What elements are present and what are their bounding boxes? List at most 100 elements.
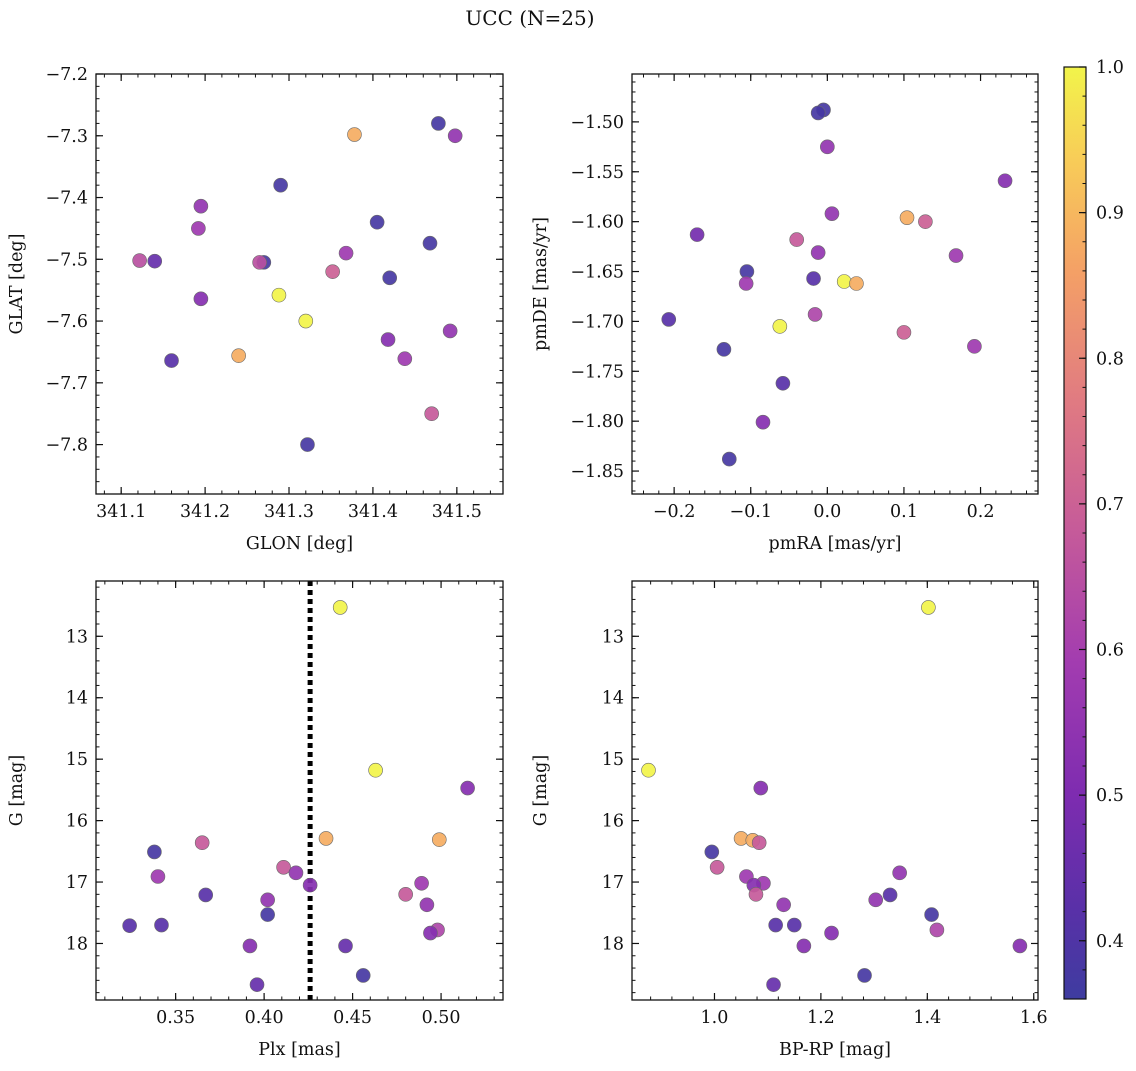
- data-point: [447, 128, 463, 144]
- data-point: [824, 206, 840, 221]
- x-tick-label: 0.35: [156, 1008, 195, 1028]
- y-tick-label: 14: [602, 689, 624, 709]
- data-point: [271, 287, 287, 303]
- data-point: [789, 232, 804, 247]
- y-tick-label: −1.60: [570, 213, 624, 233]
- y-tick-label: −7.3: [46, 127, 89, 147]
- data-point: [709, 859, 725, 875]
- data-point: [824, 925, 839, 941]
- plot-frame: [95, 73, 504, 495]
- data-point: [302, 877, 318, 893]
- data-point: [273, 177, 288, 193]
- data-point: [921, 600, 936, 615]
- data-point: [347, 127, 362, 142]
- data-point: [194, 835, 210, 851]
- data-point: [300, 437, 315, 452]
- x-axis-label: pmRA [mas/yr]: [769, 534, 902, 554]
- x-tick-label: −0.1: [729, 502, 772, 522]
- panel-glon-glat: 341.1 341.2 341.3 341.4 341.5 −7.2 −7.3 −7.4 −7.…: [7, 65, 504, 554]
- y-tick-label: −1.85: [570, 462, 624, 482]
- plot-frame: [631, 73, 1039, 495]
- data-point: [431, 116, 446, 131]
- data-point: [924, 907, 939, 922]
- panel-bprp-g: 1.0 1.2 1.4 1.6 13 14 15 16 17 18 BP-RP [mag] G [ma…: [531, 580, 1048, 1060]
- y-tick-label: −7.6: [46, 312, 89, 332]
- data-point: [252, 255, 267, 270]
- y-tick-label: −7.4: [46, 189, 89, 209]
- data-point: [810, 105, 826, 121]
- x-tick-label: 341.2: [180, 502, 230, 522]
- data-point: [132, 253, 147, 268]
- data-point: [249, 977, 265, 992]
- x-tick-label: 1.6: [1020, 1008, 1048, 1028]
- y-tick-label: 17: [66, 873, 88, 893]
- x-axis-label: BP-RP [mag]: [779, 1040, 891, 1060]
- y-tick-label: −7.7: [46, 374, 89, 394]
- major-ticks: [96, 73, 503, 494]
- data-point: [716, 342, 732, 357]
- data-point: [193, 291, 209, 307]
- data-point: [882, 887, 898, 903]
- y-tick-label: −1.70: [570, 312, 624, 332]
- x-tick-label: 1.4: [913, 1008, 941, 1028]
- x-tick-label: 1.2: [807, 1008, 835, 1028]
- x-tick-label: 0.40: [245, 1008, 284, 1028]
- y-tick-label: −1.75: [570, 362, 624, 382]
- data-point: [641, 762, 656, 778]
- data-point: [424, 406, 439, 422]
- data-point: [967, 339, 982, 354]
- data-point: [738, 276, 754, 291]
- plot-frame: [631, 580, 1039, 1001]
- data-point: [899, 210, 915, 225]
- data-point: [231, 348, 246, 363]
- y-axis-label: pmDE [mas/yr]: [531, 217, 551, 351]
- x-tick-label: 0.2: [967, 502, 995, 522]
- x-tick-label: 0.50: [422, 1008, 461, 1028]
- data-point: [810, 245, 826, 260]
- data-point: [419, 897, 435, 913]
- data-point: [397, 351, 413, 367]
- data-point: [704, 844, 720, 860]
- data-point: [242, 938, 258, 954]
- y-tick-label: −7.2: [46, 65, 89, 85]
- data-point: [751, 835, 767, 851]
- data-point: [1012, 938, 1028, 954]
- data-point: [748, 887, 764, 902]
- x-tick-label: 341.5: [432, 502, 482, 522]
- minor-ticks: [632, 74, 1038, 494]
- data-point: [260, 907, 275, 922]
- y-axis-label: G [mag]: [7, 755, 27, 826]
- data-point: [398, 887, 413, 902]
- data-point: [918, 214, 933, 229]
- data-point: [198, 887, 214, 903]
- data-point: [122, 918, 137, 933]
- colorbar-tick-label: 0.8: [1096, 349, 1124, 369]
- data-point: [849, 276, 864, 291]
- data-point: [786, 917, 802, 933]
- minor-ticks: [96, 581, 503, 1000]
- data-point: [325, 264, 340, 279]
- data-point: [857, 968, 872, 983]
- data-point: [768, 917, 783, 933]
- colorbar-tick-label: 0.5: [1096, 786, 1124, 806]
- x-tick-label: 0.45: [333, 1008, 372, 1028]
- colorbar-tick-label: 1.0: [1096, 58, 1124, 78]
- data-point: [997, 173, 1013, 189]
- data-point: [721, 451, 737, 467]
- data-point: [753, 780, 769, 796]
- y-tick-label: 17: [602, 873, 624, 893]
- data-point: [661, 312, 677, 327]
- data-point: [368, 762, 383, 778]
- y-tick-label: 16: [602, 812, 624, 832]
- data-point: [689, 227, 705, 242]
- major-ticks: [632, 581, 1038, 1000]
- x-tick-label: 0.0: [813, 502, 841, 522]
- figure-title: UCC (N=25): [465, 6, 595, 30]
- y-tick-label: 15: [66, 750, 88, 770]
- y-tick-label: −1.65: [570, 263, 624, 283]
- y-tick-label: −7.8: [46, 436, 89, 456]
- y-tick-label: 13: [66, 627, 88, 647]
- major-ticks: [96, 581, 503, 1000]
- data-point: [868, 892, 884, 908]
